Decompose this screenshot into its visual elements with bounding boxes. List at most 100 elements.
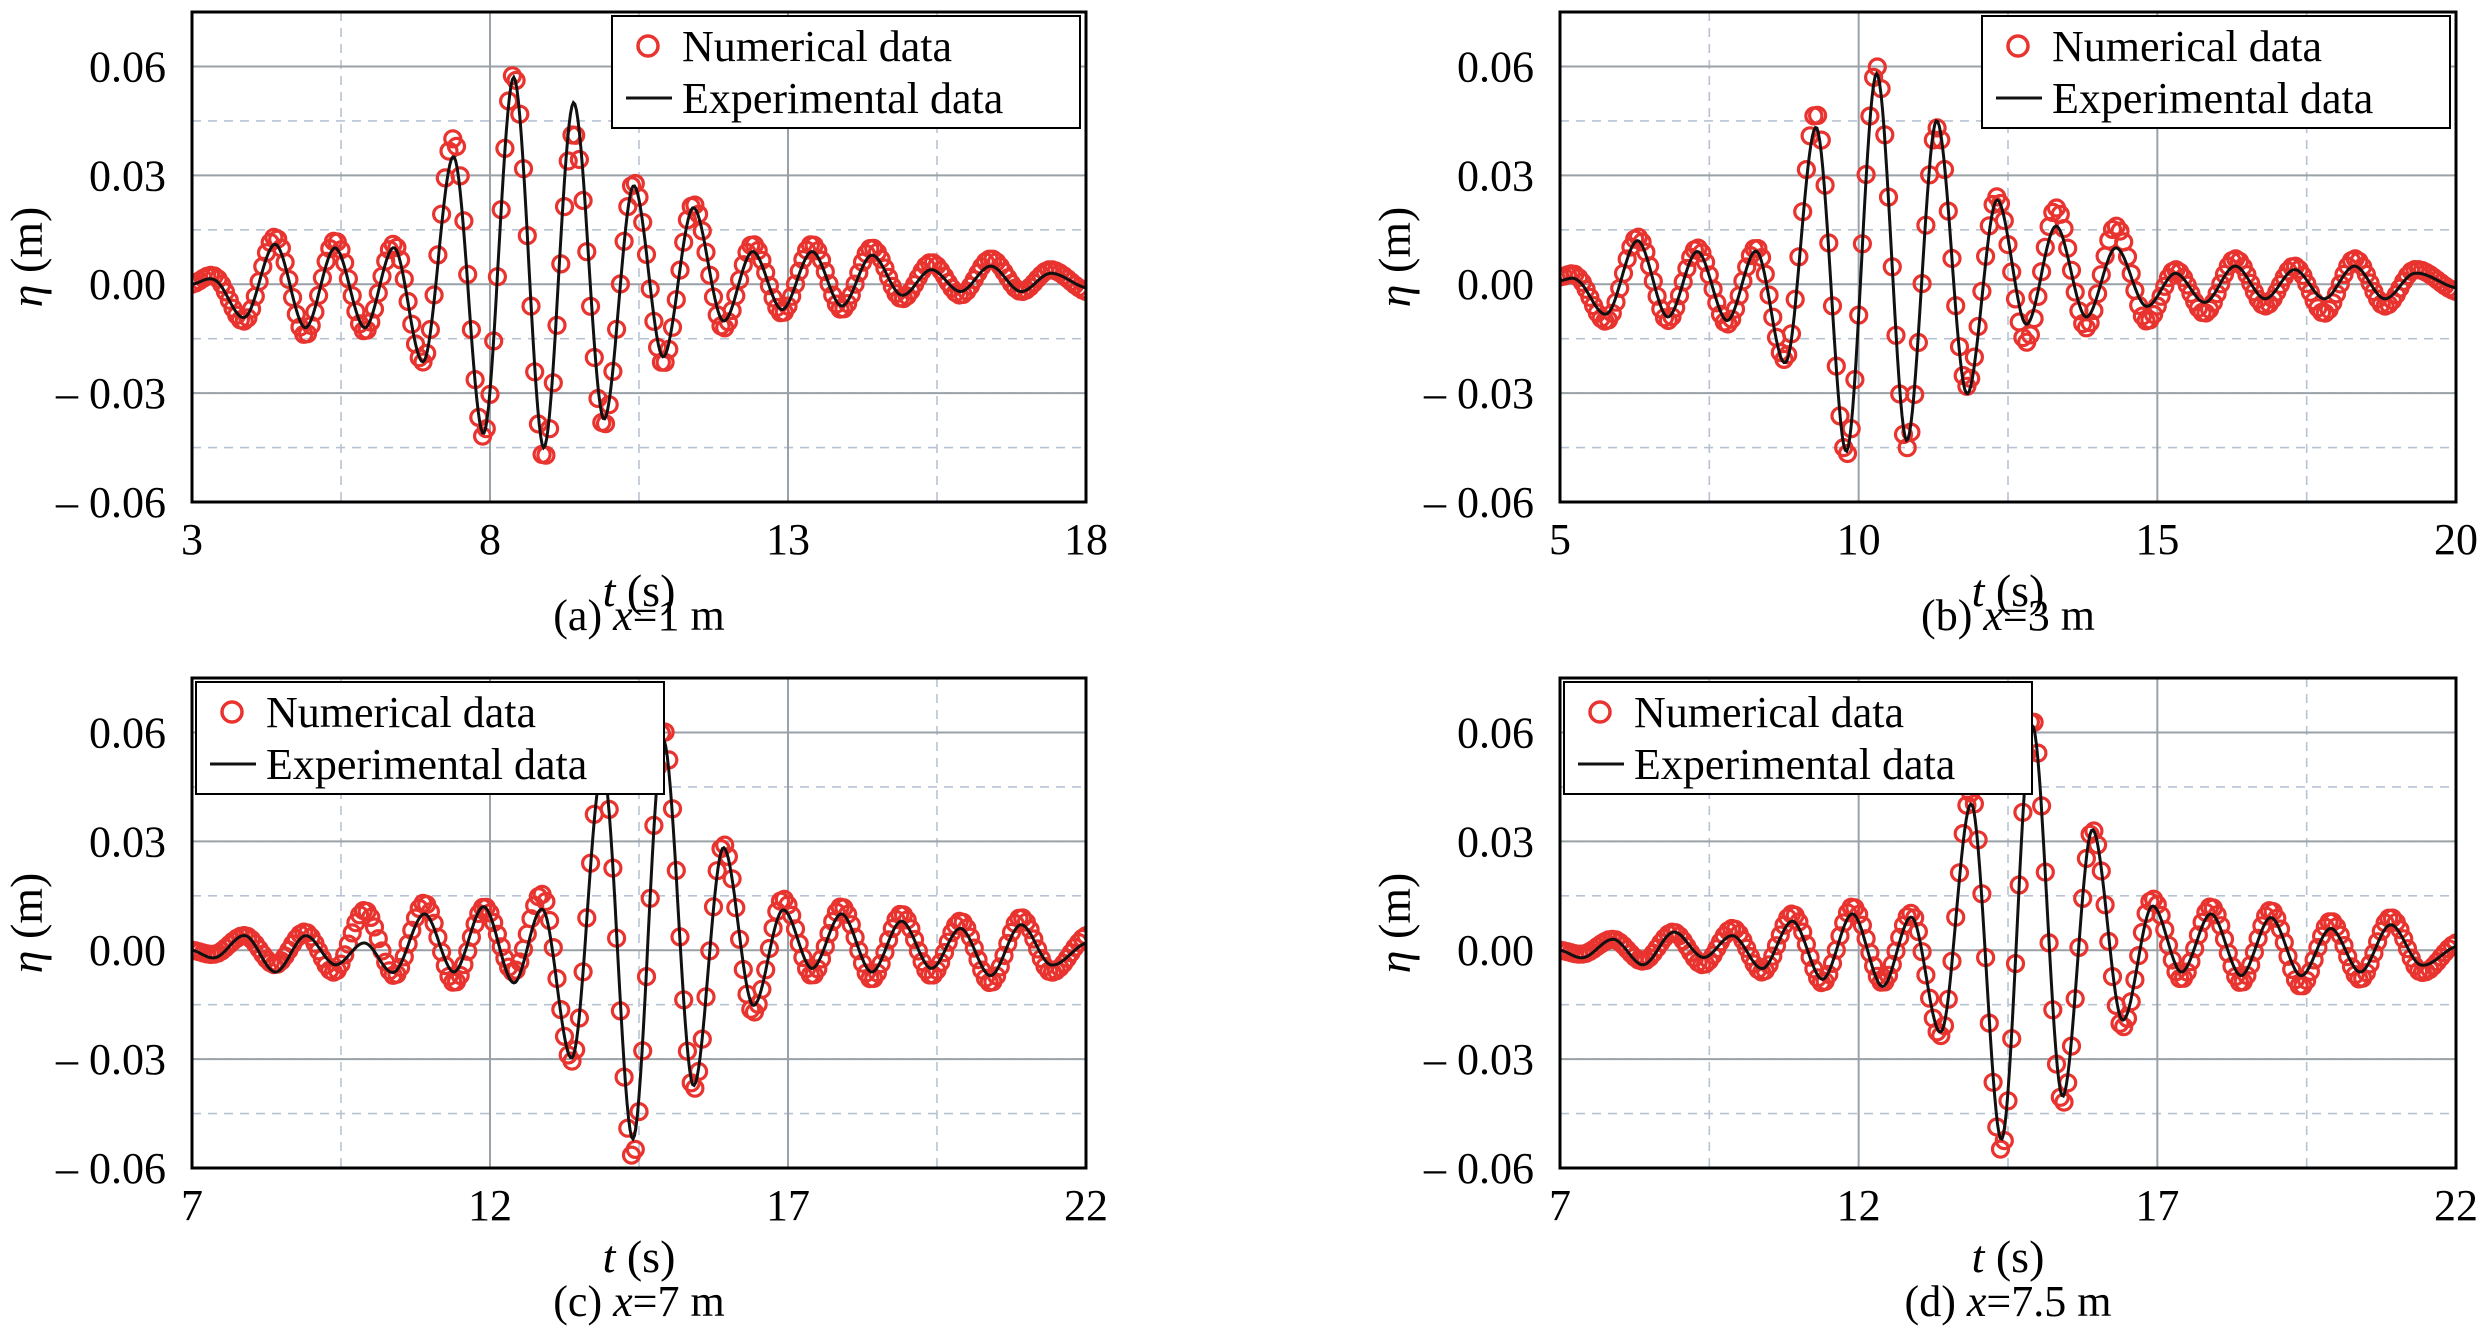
numerical-data-point — [789, 261, 809, 281]
numerical-data-point — [960, 927, 981, 947]
numerical-data-point — [562, 1051, 582, 1071]
numerical-data-point — [1076, 926, 1086, 946]
legend-label-numerical: Numerical data — [266, 688, 536, 737]
numerical-data-point — [1020, 919, 1040, 940]
numerical-data-point — [1901, 903, 1921, 923]
numerical-data-point — [1737, 257, 1757, 277]
numerical-data-point — [2330, 274, 2350, 294]
panel-2: 0.06 0.03 0.00 – 0.03 – 0.06 5 10 15 20 t (s) η (m… — [1369, 10, 2478, 640]
series-experimental-data-line — [1560, 70, 2456, 454]
numerical-data-point — [811, 949, 832, 969]
numerical-data-point — [480, 903, 500, 923]
numerical-data-point — [2088, 284, 2108, 304]
numerical-data-point — [391, 957, 411, 978]
y-tick-label: 0.00 — [89, 260, 166, 309]
x-tick-label: 20 — [2434, 515, 2478, 564]
plot-frame — [190, 10, 1088, 504]
numerical-data-point — [1897, 906, 1917, 927]
numerical-data-point — [763, 288, 783, 308]
numerical-data-point — [815, 936, 835, 957]
numerical-data-point — [383, 234, 403, 254]
x-tick-label: 7 — [181, 1181, 203, 1230]
legend-marker-numerical — [636, 34, 660, 58]
y-axis-unit: (m) — [1, 207, 52, 285]
x-axis-variable: t — [1972, 565, 1986, 616]
y-tick-label: 0.06 — [89, 708, 166, 757]
y-tick-label: – 0.06 — [1423, 478, 1534, 527]
numerical-data-point — [342, 923, 362, 943]
numerical-data-point — [1001, 922, 1022, 943]
caption-value: =3 m — [2003, 591, 2095, 640]
numerical-data-point — [1707, 293, 1727, 313]
numerical-data-point — [361, 907, 381, 928]
caption-prefix: (c) — [553, 1277, 613, 1326]
legend-marker-numerical — [1588, 700, 1612, 724]
legend-marker-numerical — [2006, 34, 2030, 58]
numerical-data-point — [2237, 265, 2257, 285]
series-numerical-data — [192, 66, 1086, 465]
numerical-data-point — [2364, 943, 2384, 963]
y-tick-label: – 0.06 — [55, 1144, 166, 1193]
numerical-data-point — [1759, 955, 1779, 975]
numerical-data-point — [2155, 276, 2175, 296]
numerical-data-point — [335, 945, 355, 965]
numerical-data-point — [2110, 221, 2130, 241]
numerical-data-point — [968, 949, 988, 970]
y-axis-variable: η — [1369, 951, 1420, 974]
x-tick-label: 18 — [1064, 515, 1108, 564]
y-axis-variable: η — [1, 285, 52, 308]
numerical-data-point — [1766, 936, 1787, 956]
numerical-data-point — [2356, 264, 2376, 284]
x-axis-unit: (s) — [615, 565, 675, 616]
y-tick-label: 0.06 — [89, 42, 166, 91]
numerical-data-point — [364, 917, 385, 937]
y-axis-unit: (m) — [1, 873, 52, 951]
x-axis-variable: t — [1972, 1231, 1986, 1282]
plot-area — [1560, 57, 2456, 464]
y-tick-label: 0.03 — [89, 151, 166, 200]
numerical-data-point — [685, 195, 705, 215]
numerical-data-point — [338, 934, 358, 954]
legend-box — [1981, 15, 2451, 129]
numerical-data-point — [841, 915, 861, 935]
plot-frame — [1558, 676, 2458, 1170]
numerical-data-point — [1024, 929, 1044, 949]
numerical-data-point — [785, 274, 806, 294]
numerical-data-point — [845, 274, 865, 294]
numerical-data-point — [2308, 937, 2328, 958]
numerical-data-point — [849, 263, 869, 283]
numerical-data-point — [2368, 932, 2388, 952]
numerical-data-point — [875, 942, 895, 962]
numerical-data-point — [1878, 965, 1899, 986]
y-axis-label: η (m) — [1, 873, 52, 974]
numerical-data-point — [1748, 239, 1768, 259]
series-experimental-data-line — [1560, 722, 2456, 1141]
caption-value: =7 m — [633, 1277, 725, 1326]
panel-caption: (d) x=7.5 m — [1905, 1277, 2112, 1326]
numerical-data-point — [931, 952, 951, 973]
x-tick-label: 10 — [1837, 515, 1881, 564]
numerical-data-point — [309, 285, 329, 305]
y-tick-label: 0.03 — [1457, 151, 1534, 200]
x-tick-label: 13 — [766, 515, 810, 564]
x-axis-label: t (s) — [603, 565, 676, 616]
numerical-data-point — [964, 938, 984, 958]
numerical-data-point — [569, 149, 590, 170]
numerical-data-point — [2334, 935, 2354, 956]
legend-label-experimental: Experimental data — [2052, 74, 2373, 123]
numerical-data-point — [368, 929, 388, 949]
y-tick-label: 0.00 — [1457, 926, 1534, 975]
series-experimental-data-line — [192, 74, 1086, 451]
numerical-data-point — [938, 932, 958, 952]
numerical-data-point — [2394, 929, 2414, 949]
plot-area — [192, 66, 1086, 465]
numerical-data-point — [1662, 307, 1682, 327]
x-axis-unit: (s) — [1984, 1231, 2044, 1282]
numerical-data-point — [2043, 202, 2063, 222]
panel-3: 0.06 0.03 0.00 – 0.03 – 0.06 7 12 17 22 t (s) η (m… — [1, 676, 1108, 1326]
legend-label-experimental: Experimental data — [1634, 740, 1955, 789]
numerical-data-point — [823, 911, 843, 932]
